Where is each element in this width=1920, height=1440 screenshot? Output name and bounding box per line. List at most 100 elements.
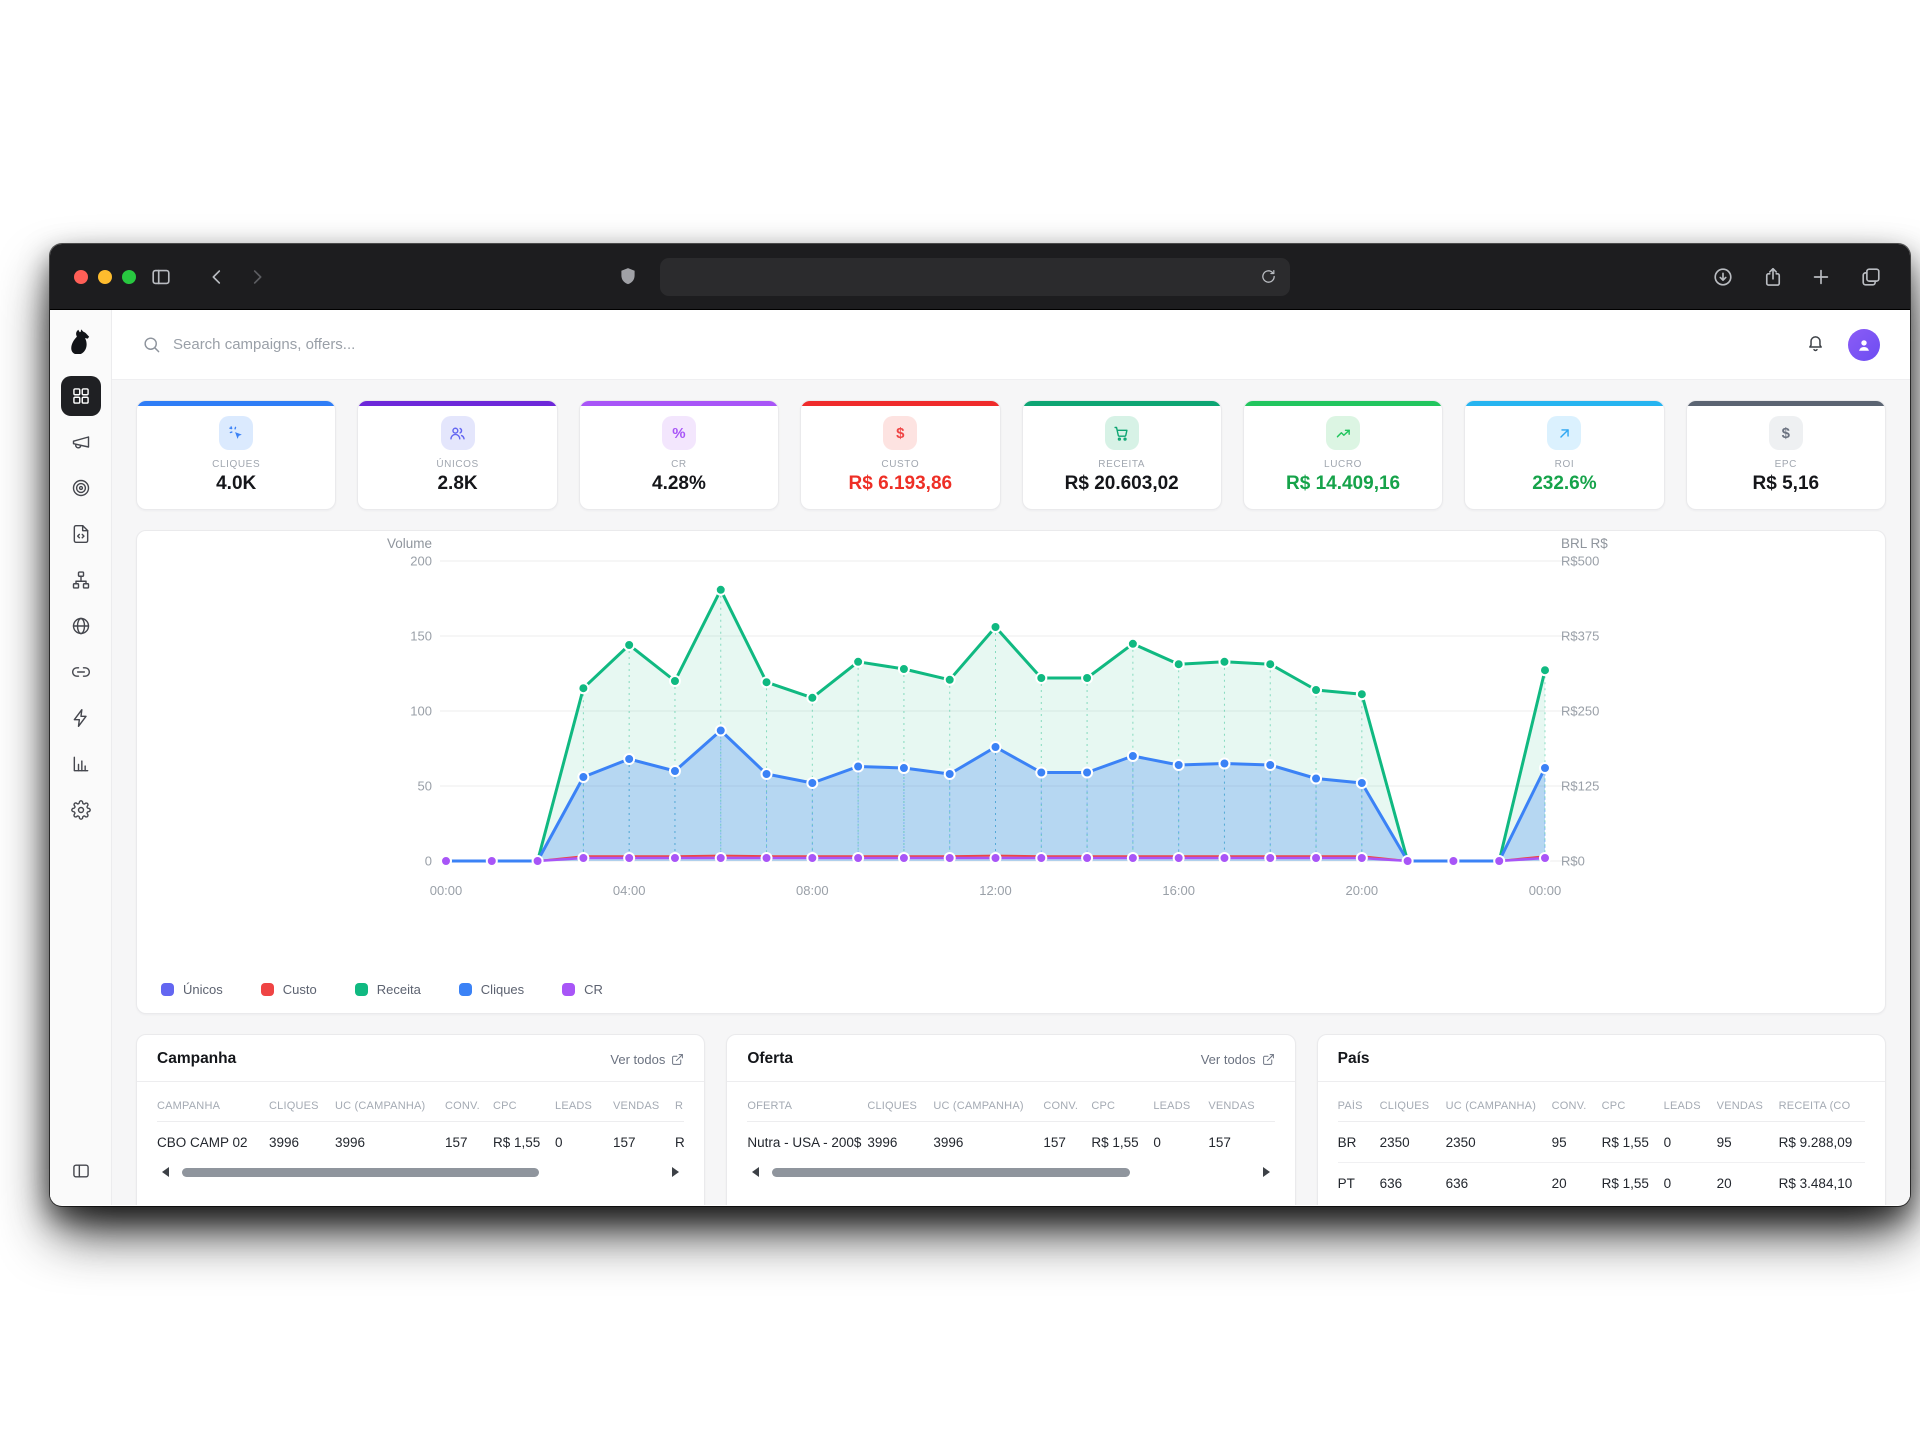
ver-todos-link[interactable]: Ver todos	[610, 1052, 684, 1067]
column-header[interactable]: RECEITA (CO	[1778, 1100, 1851, 1112]
back-icon[interactable]	[202, 262, 232, 292]
sidebar-item-zap-icon[interactable]	[61, 698, 101, 738]
sidebar-item-gear-icon[interactable]	[61, 790, 101, 830]
legend-item-únicos[interactable]: Únicos	[161, 982, 223, 997]
scrollbar-track[interactable]	[176, 1167, 665, 1177]
table-row[interactable]: Nutra - USA - 200$ 3996 3996 157 R$ 1,55 0 157	[747, 1122, 1274, 1162]
reload-icon[interactable]	[1257, 265, 1281, 289]
ver-todos-link[interactable]: Ver todos	[1201, 1052, 1275, 1067]
scroll-left-arrow[interactable]	[747, 1167, 760, 1177]
table-header-row: CAMPANHA CLIQUES UC (CAMPANHA) CONV. CPC LEAD…	[157, 1084, 685, 1122]
column-header[interactable]: CPC	[493, 1100, 517, 1112]
search-input[interactable]	[173, 336, 593, 353]
sidebar-item-globe-icon[interactable]	[61, 606, 101, 646]
sidebar-item-file-code-icon[interactable]	[61, 514, 101, 554]
column-header[interactable]: PAÍS	[1337, 1100, 1363, 1112]
column-header[interactable]: VENDAS	[1208, 1100, 1255, 1112]
new-tab-icon[interactable]	[1806, 262, 1836, 292]
kpi-card-únicos[interactable]: ÚNICOS 2.8K	[357, 400, 558, 510]
column-header[interactable]: LEADS	[555, 1100, 593, 1112]
kpi-value: 232.6%	[1532, 473, 1597, 494]
sidebar-item-dashboard-grid-icon[interactable]	[60, 376, 101, 416]
sidebar-item-link-chain-icon[interactable]	[61, 652, 101, 692]
close-button[interactable]	[74, 270, 88, 284]
legend-label: Receita	[376, 982, 421, 997]
column-header[interactable]: CONV.	[1551, 1100, 1587, 1112]
kpi-card-lucro[interactable]: LUCRO R$ 14.409,16	[1242, 400, 1444, 510]
download-icon[interactable]	[1708, 262, 1738, 292]
percent-icon: %	[672, 424, 686, 442]
kpi-card-cr[interactable]: % CR 4.28%	[578, 400, 780, 510]
table-cell: 3996	[335, 1135, 366, 1150]
legend-item-receita[interactable]: Receita	[354, 982, 421, 997]
column-header[interactable]: CPC	[1091, 1100, 1116, 1112]
column-header[interactable]: UC (CAMPANHA)	[1445, 1100, 1537, 1112]
user-avatar[interactable]	[1848, 328, 1880, 361]
column-header[interactable]: LEADS	[1663, 1100, 1701, 1112]
scrollbar-thumb[interactable]	[772, 1167, 1130, 1177]
column-header[interactable]: UC (CAMPANHA)	[933, 1100, 1024, 1112]
scrollbar-track[interactable]	[766, 1167, 1255, 1177]
kpi-label: ÚNICOS	[436, 459, 479, 470]
column-header[interactable]: CONV.	[445, 1100, 480, 1112]
kpi-label: CR	[671, 459, 687, 470]
column-header[interactable]: CLIQUES	[867, 1100, 918, 1112]
legend-item-custo[interactable]: Custo	[260, 982, 317, 997]
column-header[interactable]: CLIQUES	[1379, 1100, 1430, 1112]
kpi-card-receita[interactable]: RECEITA R$ 20.603,02	[1021, 400, 1222, 510]
table-cell: 0	[1153, 1135, 1161, 1150]
horizontal-scrollbar[interactable]	[747, 1164, 1274, 1180]
kpi-row: CLIQUES 4.0K ÚNICOS 2.8K% CR 4.28% $ CUSTO R$ 6.…	[136, 400, 1886, 510]
scroll-right-arrow[interactable]	[672, 1167, 684, 1177]
column-header[interactable]: OFERTA	[747, 1100, 793, 1112]
table-row[interactable]: BR 2350 2350 95 R$ 1,55 0 95 R$ 9.288,09	[1338, 1122, 1865, 1162]
url-bar[interactable]	[660, 258, 1290, 296]
zoom-button[interactable]	[122, 270, 136, 284]
table-title: Oferta	[747, 1050, 793, 1067]
minimize-button[interactable]	[98, 270, 112, 284]
table-row[interactable]: PT 636 636 20 R$ 1,55 0 20 R$ 3.484,10	[1337, 1162, 1865, 1203]
table-header-row: PAÍS CLIQUES UC (CAMPANHA) CONV. CPC LEADS VEN…	[1337, 1084, 1865, 1122]
kpi-card-roi[interactable]: ROI 232.6%	[1464, 400, 1665, 510]
column-header[interactable]: CONV.	[1043, 1100, 1079, 1112]
table-cell: 20	[1551, 1176, 1567, 1191]
forward-icon[interactable]	[242, 262, 272, 292]
sidebar-item-target-icon[interactable]	[61, 468, 101, 508]
scroll-left-arrow[interactable]	[157, 1167, 169, 1177]
table-cell: 3996	[933, 1135, 964, 1150]
table-row[interactable]: CBO CAMP 02 3996 3996 157 R$ 1,55 0 157 R	[157, 1122, 684, 1162]
notification-bell-icon[interactable]	[1805, 333, 1826, 357]
column-header[interactable]: R	[675, 1100, 684, 1112]
horizontal-scrollbar[interactable]	[157, 1164, 684, 1180]
kpi-value: R$ 20.603,02	[1064, 473, 1179, 494]
sidebar-item-megaphone-icon[interactable]	[61, 422, 101, 462]
sidebar-toggle-icon[interactable]	[146, 262, 176, 292]
column-header[interactable]: LEADS	[1153, 1100, 1191, 1112]
column-header[interactable]: CLIQUES	[269, 1100, 319, 1112]
search-bar[interactable]	[142, 335, 1805, 354]
column-header[interactable]: UC (CAMPANHA)	[335, 1100, 426, 1112]
kpi-value: R$ 5,16	[1752, 473, 1820, 494]
kpi-card-cliques[interactable]: CLIQUES 4.0K	[136, 400, 337, 510]
column-header[interactable]: VENDAS	[1716, 1100, 1764, 1112]
tabs-overview-icon[interactable]	[1856, 262, 1886, 292]
app-header	[112, 310, 1910, 380]
sidebar-item-bar-chart-icon[interactable]	[61, 744, 101, 784]
scroll-right-arrow[interactable]	[1262, 1167, 1275, 1177]
panel-collapse-icon[interactable]	[61, 1151, 101, 1191]
legend-item-cliques[interactable]: Cliques	[458, 982, 524, 997]
kpi-card-custo[interactable]: $ CUSTO R$ 6.193,86	[800, 400, 1001, 510]
sidebar-item-sitemap-icon[interactable]	[61, 560, 101, 600]
dog-logo[interactable]	[63, 322, 99, 362]
column-header[interactable]: CPC	[1601, 1100, 1626, 1112]
scrollbar-thumb[interactable]	[182, 1167, 540, 1177]
column-header[interactable]: CAMPANHA	[157, 1100, 221, 1112]
privacy-shield-icon[interactable]	[616, 265, 640, 294]
legend-item-cr[interactable]: CR	[562, 982, 603, 997]
kpi-card-epc[interactable]: $ EPC R$ 5,16	[1685, 400, 1886, 510]
legend-swatch	[161, 983, 174, 996]
legend-swatch	[354, 983, 368, 996]
browser-titlebar	[50, 244, 1910, 310]
share-icon[interactable]	[1758, 262, 1788, 292]
column-header[interactable]: VENDAS	[613, 1100, 660, 1112]
